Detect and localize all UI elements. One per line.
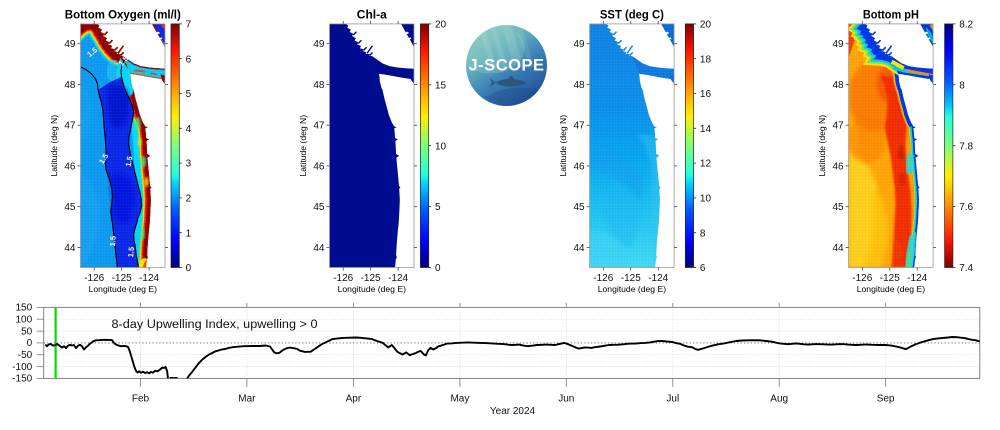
svg-text:Year 2024: Year 2024: [490, 406, 536, 417]
svg-text:-150: -150: [12, 374, 32, 385]
svg-text:47: 47: [573, 121, 585, 132]
svg-text:5: 5: [435, 202, 441, 213]
svg-text:8: 8: [959, 80, 965, 91]
svg-text:49: 49: [313, 39, 325, 50]
svg-text:Aug: Aug: [770, 393, 788, 404]
svg-text:45: 45: [64, 202, 76, 213]
svg-text:6: 6: [186, 54, 192, 65]
svg-text:Latitude (deg N): Latitude (deg N): [49, 115, 59, 177]
svg-text:3: 3: [186, 159, 192, 170]
svg-text:50: 50: [21, 326, 33, 337]
svg-text:Latitude (deg N): Latitude (deg N): [298, 115, 308, 177]
svg-text:-124: -124: [388, 273, 408, 284]
svg-text:-126: -126: [84, 273, 104, 284]
svg-text:49: 49: [573, 39, 585, 50]
svg-text:0: 0: [27, 338, 33, 349]
svg-text:-126: -126: [593, 273, 613, 284]
svg-text:46: 46: [832, 161, 844, 172]
svg-text:7.4: 7.4: [959, 263, 973, 274]
svg-text:4: 4: [186, 124, 192, 135]
svg-text:44: 44: [313, 243, 325, 254]
svg-text:48: 48: [313, 80, 325, 91]
svg-text:-50: -50: [18, 350, 33, 361]
svg-text:Sep: Sep: [877, 393, 895, 404]
svg-text:45: 45: [313, 202, 325, 213]
svg-text:Bottom pH: Bottom pH: [863, 10, 919, 22]
svg-text:15: 15: [435, 80, 447, 91]
svg-text:47: 47: [313, 121, 325, 132]
svg-text:Feb: Feb: [132, 393, 150, 404]
svg-text:Mar: Mar: [238, 393, 256, 404]
svg-text:7.8: 7.8: [959, 141, 973, 152]
svg-text:7: 7: [186, 20, 192, 31]
svg-text:Jun: Jun: [558, 393, 574, 404]
svg-text:8: 8: [700, 228, 706, 239]
svg-text:1: 1: [186, 228, 192, 239]
svg-text:45: 45: [573, 202, 585, 213]
svg-text:Jul: Jul: [666, 393, 679, 404]
svg-text:14: 14: [700, 124, 712, 135]
svg-text:Apr: Apr: [346, 393, 362, 404]
svg-text:Longitude (deg E): Longitude (deg E): [598, 284, 666, 294]
svg-text:46: 46: [573, 161, 585, 172]
svg-text:44: 44: [64, 243, 76, 254]
svg-text:Latitude (deg N): Latitude (deg N): [558, 115, 568, 177]
svg-text:0: 0: [435, 263, 441, 274]
svg-text:7.6: 7.6: [959, 202, 973, 213]
svg-text:Chl-a: Chl-a: [357, 10, 388, 22]
svg-text:1.5: 1.5: [126, 246, 136, 257]
svg-text:12: 12: [700, 159, 712, 170]
svg-text:Bottom Oxygen (ml/l): Bottom Oxygen (ml/l): [65, 10, 181, 22]
svg-text:-125: -125: [112, 273, 132, 284]
svg-text:45: 45: [832, 202, 844, 213]
svg-text:5: 5: [186, 89, 192, 100]
svg-text:49: 49: [832, 39, 844, 50]
svg-text:20: 20: [435, 20, 447, 31]
svg-text:8-day Upwelling Index, upwelli: 8-day Upwelling Index, upwelling > 0: [112, 319, 318, 331]
svg-text:16: 16: [700, 89, 712, 100]
svg-text:-124: -124: [907, 273, 927, 284]
svg-text:44: 44: [573, 243, 585, 254]
svg-text:48: 48: [573, 80, 585, 91]
svg-text:10: 10: [700, 194, 712, 205]
svg-text:-125: -125: [621, 273, 641, 284]
svg-text:49: 49: [64, 39, 76, 50]
svg-text:20: 20: [700, 20, 712, 31]
svg-text:-124: -124: [648, 273, 668, 284]
svg-text:18: 18: [700, 54, 712, 65]
svg-text:6: 6: [700, 263, 706, 274]
svg-text:47: 47: [832, 121, 844, 132]
svg-text:46: 46: [313, 161, 325, 172]
svg-text:47: 47: [64, 121, 76, 132]
svg-text:46: 46: [64, 161, 76, 172]
svg-text:1.5: 1.5: [124, 156, 135, 168]
svg-text:44: 44: [832, 243, 844, 254]
svg-text:0: 0: [186, 263, 192, 274]
svg-text:May: May: [450, 393, 469, 404]
svg-text:Longitude (deg E): Longitude (deg E): [857, 284, 925, 294]
svg-text:150: 150: [16, 303, 33, 314]
svg-text:Longitude (deg E): Longitude (deg E): [338, 284, 406, 294]
svg-text:100: 100: [16, 315, 33, 326]
svg-text:1.5: 1.5: [108, 236, 118, 247]
svg-text:-125: -125: [361, 273, 381, 284]
svg-text:48: 48: [832, 80, 844, 91]
svg-text:J-SCOPE: J-SCOPE: [469, 56, 545, 74]
svg-text:-124: -124: [139, 273, 159, 284]
svg-text:-126: -126: [852, 273, 872, 284]
svg-text:-126: -126: [333, 273, 353, 284]
svg-text:-125: -125: [880, 273, 900, 284]
svg-text:8.2: 8.2: [959, 20, 973, 31]
svg-text:Longitude (deg E): Longitude (deg E): [89, 284, 157, 294]
svg-text:Latitude (deg N): Latitude (deg N): [817, 115, 827, 177]
svg-text:2: 2: [186, 194, 192, 205]
svg-text:10: 10: [435, 141, 447, 152]
svg-text:48: 48: [64, 80, 76, 91]
svg-text:SST (deg C): SST (deg C): [600, 10, 664, 22]
svg-text:-100: -100: [12, 362, 32, 373]
